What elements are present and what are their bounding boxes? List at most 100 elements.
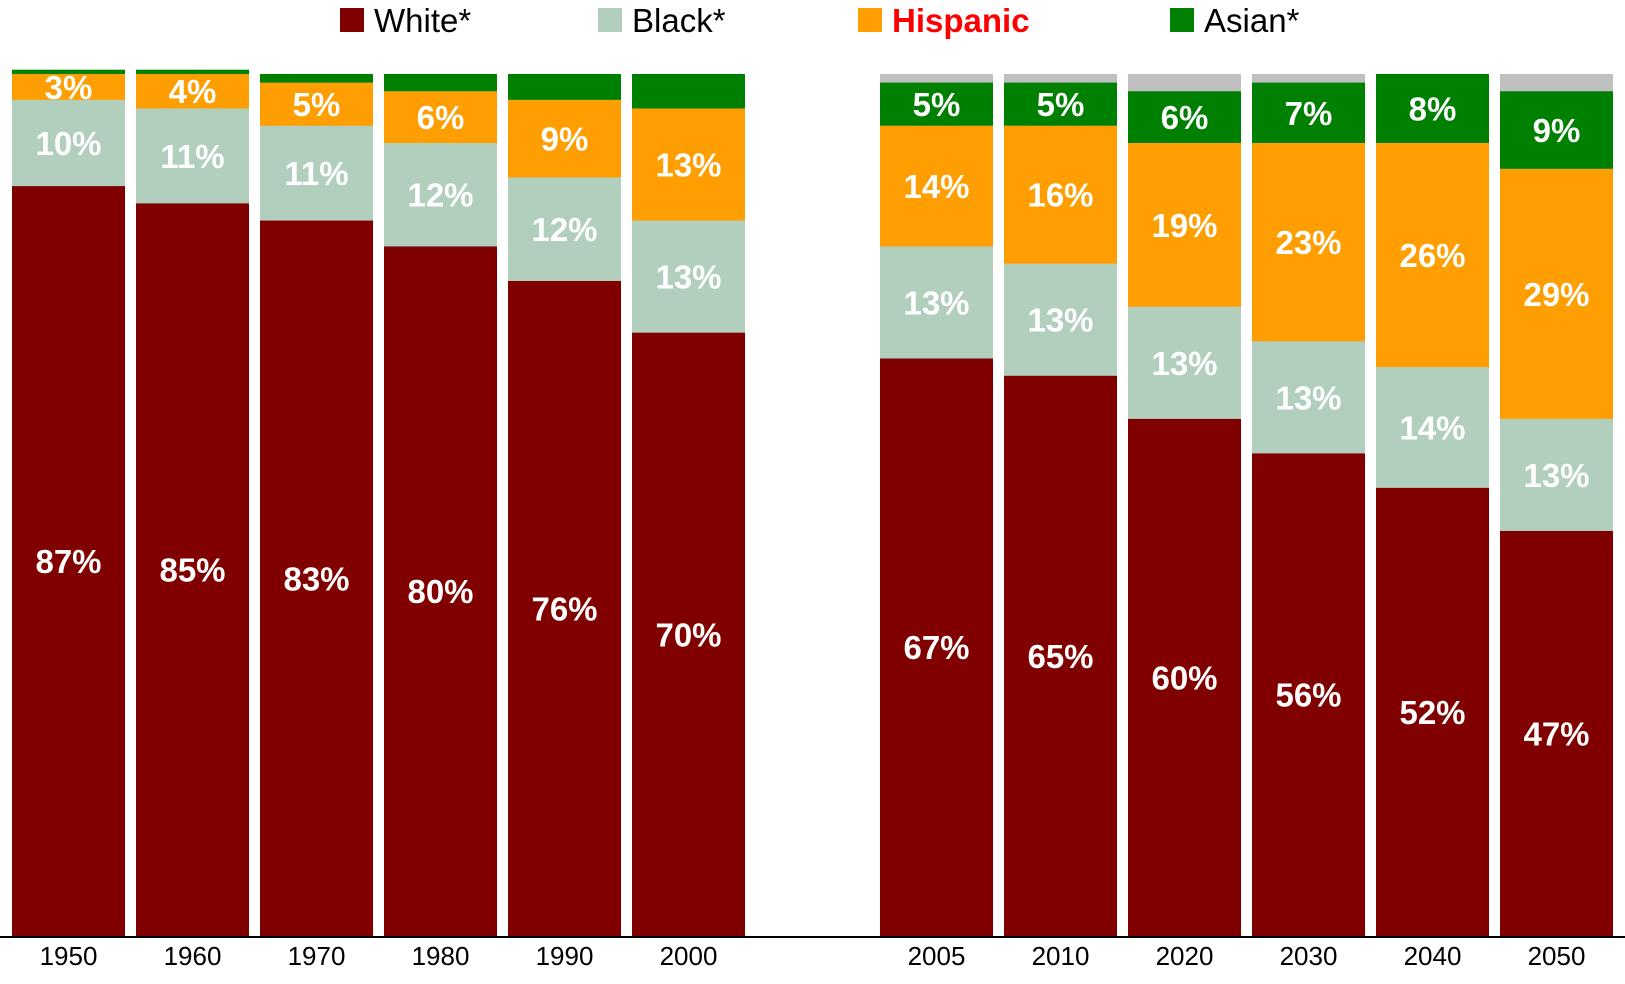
data-label-white-2010: 65%: [1027, 638, 1093, 675]
x-tick-2050: 2050: [1528, 941, 1586, 971]
data-label-hispanic-2040: 26%: [1399, 237, 1465, 274]
legend-swatch-black: [598, 8, 622, 32]
data-label-hispanic-2010: 16%: [1027, 177, 1093, 214]
data-label-white-2030: 56%: [1275, 677, 1341, 714]
legend-item-hispanic: Hispanic: [858, 2, 1030, 39]
x-tick-2020: 2020: [1156, 941, 1214, 971]
bars: [12, 69, 1613, 937]
bar-white-2030: [1252, 453, 1365, 936]
bar-black-1970: [260, 125, 373, 221]
bar-hispanic-2010: [1004, 125, 1117, 264]
bar-hispanic-2030: [1252, 142, 1365, 342]
bar-asian-2040: [1376, 74, 1489, 143]
data-label-hispanic-2005: 14%: [903, 168, 969, 205]
bar-white-1980: [384, 246, 497, 936]
x-tick-1990: 1990: [536, 941, 594, 971]
bar-white-1970: [260, 220, 373, 937]
bar-asian-1980: [384, 74, 497, 92]
legend-item-asian: Asian*: [1170, 2, 1300, 39]
bar-asian-1960: [136, 69, 249, 74]
bar-asian-1990: [508, 74, 621, 100]
bar-asian-1950: [12, 69, 125, 74]
bar-black-1950: [12, 99, 125, 187]
bar-hispanic-1980: [384, 91, 497, 143]
data-label-asian-2040: 8%: [1409, 90, 1457, 127]
bar-white-1990: [508, 280, 621, 936]
bar-black-1990: [508, 177, 621, 281]
bar-asian-2050: [1500, 91, 1613, 169]
data-label-black-1980: 12%: [407, 177, 473, 214]
bar-asian-2010: [1004, 82, 1117, 126]
data-label-hispanic-2000: 13%: [655, 147, 721, 184]
x-tick-2030: 2030: [1280, 941, 1338, 971]
bar-black-2030: [1252, 341, 1365, 454]
bar-white-2000: [632, 332, 745, 937]
x-tick-2000: 2000: [660, 941, 718, 971]
data-label-white-1970: 83%: [283, 560, 349, 597]
x-tick-1970: 1970: [288, 941, 346, 971]
bar-asian-2020: [1128, 91, 1241, 143]
legend-label-hispanic: Hispanic: [892, 2, 1030, 39]
legend-swatch-asian: [1170, 8, 1194, 32]
bar-hispanic-2050: [1500, 168, 1613, 419]
bar-hispanic-1970: [260, 82, 373, 126]
bar-asian-2000: [632, 74, 745, 109]
bar-black-1960: [136, 108, 249, 204]
bar-white-2005: [880, 358, 993, 937]
data-label-black-2000: 13%: [655, 259, 721, 296]
legend-item-white: White*: [340, 2, 471, 39]
bar-asian-2030: [1252, 82, 1365, 143]
legend-label-white: White*: [374, 2, 471, 39]
bar-hispanic-1960: [136, 74, 249, 109]
legend-label-black: Black*: [632, 2, 726, 39]
data-label-black-1990: 12%: [531, 211, 597, 248]
bar-black-2020: [1128, 306, 1241, 419]
data-label-asian-2005: 5%: [913, 86, 961, 123]
bar-white-2040: [1376, 487, 1489, 936]
segment-labels: 87% 10% 3% 85% 11% 4% 83% 11% 5% 80% 12% 6% 76% 12% 9%…: [35, 69, 1589, 752]
data-label-black-2040: 14%: [1399, 409, 1465, 446]
x-tick-1960: 1960: [164, 941, 222, 971]
x-tick-1950: 1950: [40, 941, 98, 971]
bar-hispanic-2000: [632, 108, 745, 221]
legend-swatch-hispanic: [858, 8, 882, 32]
legend-label-asian: Asian*: [1204, 2, 1300, 39]
bar-white-2010: [1004, 375, 1117, 936]
x-tick-1980: 1980: [412, 941, 470, 971]
data-label-hispanic-1980: 6%: [417, 99, 465, 136]
data-label-white-2020: 60%: [1151, 659, 1217, 696]
legend: White* Black* Hispanic Asian*: [340, 2, 1300, 39]
x-tick-labels: 1950 1960 1970 1980 1990 2000 2005 2010 2020 2030…: [40, 941, 1586, 971]
x-tick-2010: 2010: [1032, 941, 1090, 971]
data-label-black-1950: 10%: [35, 125, 101, 162]
data-label-white-1960: 85%: [159, 552, 225, 589]
data-label-hispanic-2050: 29%: [1523, 276, 1589, 313]
data-label-white-2040: 52%: [1399, 694, 1465, 731]
data-label-hispanic-1960: 4%: [169, 73, 217, 110]
bar-hispanic-2040: [1376, 142, 1489, 368]
data-label-black-2030: 13%: [1275, 379, 1341, 416]
data-label-black-2010: 13%: [1027, 302, 1093, 339]
data-label-black-2050: 13%: [1523, 457, 1589, 494]
data-label-asian-2010: 5%: [1037, 86, 1085, 123]
data-label-hispanic-1970: 5%: [293, 86, 341, 123]
bar-black-2040: [1376, 367, 1489, 488]
bar-asian-2005: [880, 82, 993, 126]
data-label-hispanic-2020: 19%: [1151, 207, 1217, 244]
data-label-hispanic-1950: 3%: [45, 69, 93, 106]
x-tick-2040: 2040: [1404, 941, 1462, 971]
legend-swatch-white: [340, 8, 364, 32]
data-label-white-2005: 67%: [903, 629, 969, 666]
bar-white-1950: [12, 186, 125, 936]
data-label-asian-2030: 7%: [1285, 95, 1333, 132]
bar-white-2050: [1500, 530, 1613, 936]
bar-black-1980: [384, 142, 497, 247]
bar-asian-1970: [260, 74, 373, 83]
data-label-asian-2020: 6%: [1161, 99, 1209, 136]
data-label-black-1960: 11%: [160, 138, 224, 175]
data-label-black-1970: 11%: [284, 155, 348, 192]
bar-hispanic-1990: [508, 99, 621, 178]
bar-black-2005: [880, 246, 993, 359]
bar-hispanic-2020: [1128, 142, 1241, 307]
